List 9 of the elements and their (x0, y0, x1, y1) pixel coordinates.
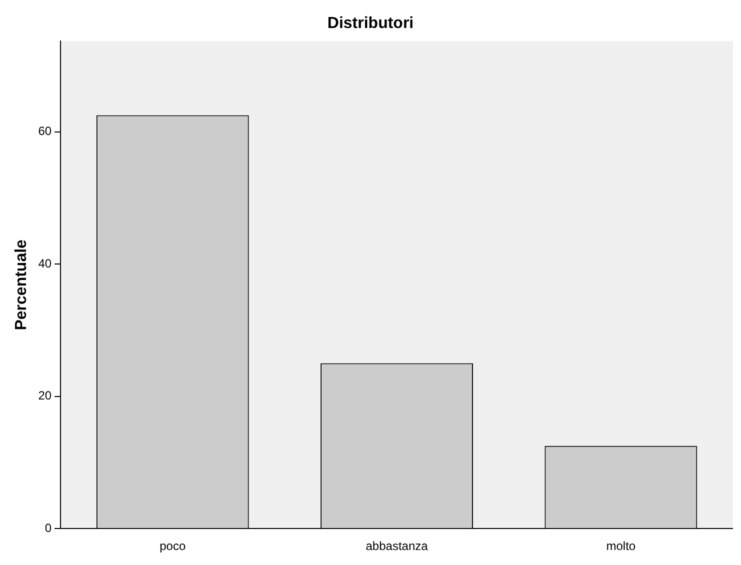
y-tick-label: 60 (38, 124, 52, 138)
chart-title: Distributori (327, 15, 414, 32)
y-tick-label: 0 (44, 520, 52, 535)
y-axis-title: Percentuale (13, 239, 30, 330)
x-tick-label: abbastanza (366, 539, 428, 554)
x-tick-label: poco (160, 539, 186, 554)
y-tick-label: 40 (38, 256, 52, 270)
x-tick-label: molto (606, 539, 636, 554)
y-tick-label: 20 (38, 388, 52, 403)
